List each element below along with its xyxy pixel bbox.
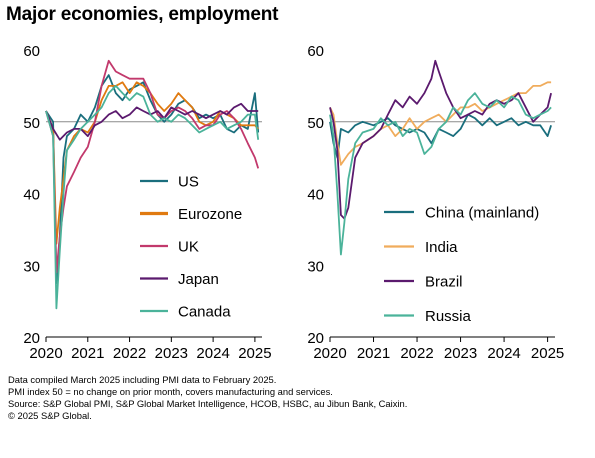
legend-label: Russia [425, 308, 472, 325]
x-tick-label: 2025 [238, 345, 271, 362]
x-tick-label: 2020 [313, 345, 346, 362]
y-tick-label: 50 [307, 115, 324, 132]
legend-label: Canada [178, 304, 231, 321]
left-chart-panel: 20 30 40 50 60 2020 2021 2022 2023 2024 2025 US Euro… [23, 43, 271, 362]
legend-label: China (mainland) [425, 205, 539, 222]
y-tick-label: 20 [23, 330, 40, 347]
series-line-china-mainland [329, 113, 552, 159]
footnotes: Data compiled March 2025 including PMI d… [8, 374, 407, 422]
x-tick-label: 2020 [29, 345, 62, 362]
y-tick-label: 40 [307, 187, 324, 204]
footnote-line: PMI index 50 = no change on prior month,… [8, 386, 333, 397]
x-tick-label: 2024 [487, 345, 520, 362]
legend-label: Eurozone [178, 206, 242, 223]
legend-label: Japan [178, 271, 219, 288]
x-tick-label: 2023 [444, 345, 477, 362]
right-chart-panel: 20 30 40 50 60 2020 2021 2022 2023 2024 2025 China … [307, 43, 564, 362]
x-tick-label: 2022 [400, 345, 433, 362]
series-line-russia [329, 92, 552, 256]
x-tick-label: 2021 [357, 345, 390, 362]
chart-title: Major economies, employment [6, 4, 279, 25]
x-tick-label: 2021 [71, 345, 104, 362]
series-line-brazil [329, 59, 552, 220]
legend-label: US [178, 174, 199, 191]
y-tick-label: 20 [307, 330, 324, 347]
footnote-line: Data compiled March 2025 including PMI d… [8, 374, 277, 385]
y-tick-label: 40 [23, 187, 40, 204]
y-tick-label: 30 [23, 258, 40, 275]
x-tick-label: 2022 [113, 345, 146, 362]
series-line-canada [45, 85, 260, 310]
series-line-uk [45, 59, 260, 274]
y-tick-label: 60 [23, 43, 40, 60]
series-line-japan [45, 102, 259, 141]
y-tick-label: 60 [307, 43, 324, 60]
footnote-line: Source: S&P Global PMI, S&P Global Marke… [8, 398, 408, 409]
legend-label: Brazil [425, 274, 463, 291]
x-tick-label: 2023 [155, 345, 188, 362]
charts-canvas: 20 30 40 50 60 2020 2021 2022 2023 2024 2025 US Euro… [23, 43, 564, 362]
legend-label: India [425, 239, 458, 256]
x-tick-label: 2025 [531, 345, 564, 362]
legend-label: UK [178, 239, 199, 256]
series-line-us [45, 74, 260, 285]
footnote-line: © 2025 S&P Global. [8, 410, 92, 421]
y-tick-label: 30 [307, 258, 324, 275]
y-tick-label: 50 [23, 115, 40, 132]
x-tick-label: 2024 [196, 345, 229, 362]
